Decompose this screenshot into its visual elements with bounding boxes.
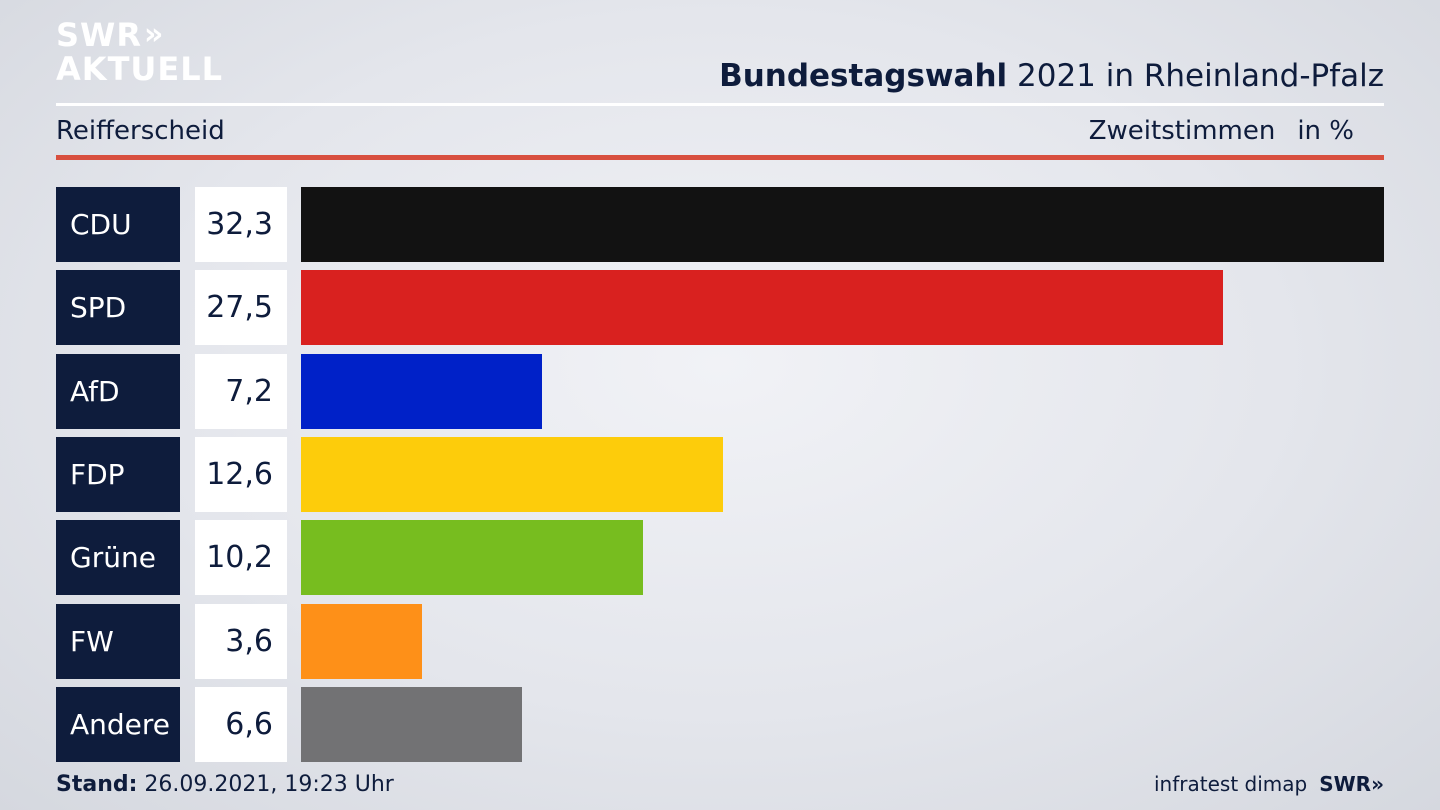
accent-divider xyxy=(56,155,1384,160)
chart-title-rest: 2021 in Rheinland-Pfalz xyxy=(1007,58,1384,94)
value-label: 12,6 xyxy=(195,437,287,512)
source-label: infratest dimap xyxy=(1154,772,1308,796)
bar xyxy=(301,270,1223,345)
bar-row: FDP 12,6 xyxy=(56,437,1384,512)
measure-label: Zweitstimmen xyxy=(1088,116,1276,146)
bar-row: Andere 6,6 xyxy=(56,687,1384,762)
party-label: AfD xyxy=(56,354,180,429)
value-label: 32,3 xyxy=(195,187,287,262)
bar xyxy=(301,604,422,679)
value-label: 27,5 xyxy=(195,270,287,345)
bar-row: SPD 27,5 xyxy=(56,270,1384,345)
logo-aktuell-text: AKTUELL xyxy=(56,50,224,88)
chart-title: Bundestagswahl 2021 in Rheinland-Pfalz xyxy=(719,58,1384,94)
swr-brand-mark: SWR» xyxy=(1319,772,1384,796)
timestamp-value: 26.09.2021, 19:23 Uhr xyxy=(137,772,394,797)
swr-aktuell-logo: SWR » AKTUELL xyxy=(56,16,224,88)
party-label: FW xyxy=(56,604,180,679)
bar-row: CDU 32,3 xyxy=(56,187,1384,262)
party-label: FDP xyxy=(56,437,180,512)
unit-label: in % xyxy=(1297,116,1354,146)
chart-title-bold: Bundestagswahl xyxy=(719,58,1008,94)
source-credit: infratest dimap SWR» xyxy=(1154,772,1384,796)
bar xyxy=(301,520,643,595)
party-label: Grüne xyxy=(56,520,180,595)
header-divider xyxy=(56,103,1384,106)
bar xyxy=(301,687,522,762)
bar-row: AfD 7,2 xyxy=(56,354,1384,429)
timestamp-label: Stand: xyxy=(56,772,138,797)
bar-row: FW 3,6 xyxy=(56,604,1384,679)
value-label: 10,2 xyxy=(195,520,287,595)
bar xyxy=(301,354,542,429)
value-label: 6,6 xyxy=(195,687,287,762)
value-label: 3,6 xyxy=(195,604,287,679)
party-label: SPD xyxy=(56,270,180,345)
measure-unit-label: Zweitstimmen in % xyxy=(1089,116,1354,146)
timestamp: Stand: 26.09.2021, 19:23 Uhr xyxy=(56,772,394,797)
value-label: 7,2 xyxy=(195,354,287,429)
bar xyxy=(301,437,723,512)
logo-chevron-icon: » xyxy=(143,17,164,52)
party-label: Andere xyxy=(56,687,180,762)
logo-swr-text: SWR xyxy=(56,16,142,54)
region-label: Reifferscheid xyxy=(56,116,225,146)
party-label: CDU xyxy=(56,187,180,262)
bar xyxy=(301,187,1384,262)
bar-row: Grüne 10,2 xyxy=(56,520,1384,595)
